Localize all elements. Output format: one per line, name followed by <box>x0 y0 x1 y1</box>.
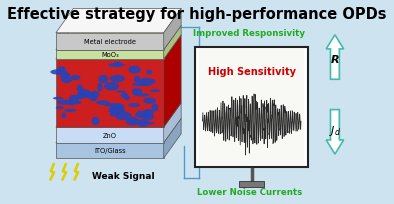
Text: $J_d$: $J_d$ <box>329 123 341 137</box>
Polygon shape <box>164 103 181 143</box>
Ellipse shape <box>116 91 126 93</box>
Ellipse shape <box>57 100 72 105</box>
Ellipse shape <box>71 95 87 98</box>
Ellipse shape <box>81 93 95 99</box>
Ellipse shape <box>110 75 125 83</box>
Ellipse shape <box>128 103 140 108</box>
Text: ZnO: ZnO <box>103 132 117 138</box>
Ellipse shape <box>126 117 140 126</box>
Ellipse shape <box>150 90 161 93</box>
Ellipse shape <box>64 109 77 112</box>
Ellipse shape <box>134 76 140 83</box>
Text: High Sensitivity: High Sensitivity <box>208 67 296 76</box>
Ellipse shape <box>143 98 156 104</box>
Polygon shape <box>56 26 181 51</box>
Ellipse shape <box>142 122 155 125</box>
Ellipse shape <box>96 101 109 105</box>
Ellipse shape <box>143 109 154 116</box>
Ellipse shape <box>76 85 83 93</box>
Ellipse shape <box>104 82 119 91</box>
Ellipse shape <box>61 113 66 119</box>
Ellipse shape <box>90 96 97 102</box>
Ellipse shape <box>151 104 158 112</box>
Polygon shape <box>56 103 181 128</box>
Polygon shape <box>56 119 181 143</box>
Ellipse shape <box>72 101 82 105</box>
Text: Metal electrode: Metal electrode <box>84 39 136 45</box>
Text: Lower Noise Currents: Lower Noise Currents <box>197 187 302 196</box>
Ellipse shape <box>78 90 91 98</box>
Ellipse shape <box>58 67 66 72</box>
Ellipse shape <box>111 104 125 111</box>
Polygon shape <box>56 60 164 128</box>
Ellipse shape <box>139 78 154 87</box>
Polygon shape <box>56 143 164 158</box>
Polygon shape <box>56 51 164 60</box>
Ellipse shape <box>90 91 99 99</box>
Ellipse shape <box>121 93 128 99</box>
Ellipse shape <box>135 111 149 119</box>
Ellipse shape <box>76 94 85 100</box>
Ellipse shape <box>98 75 108 84</box>
Polygon shape <box>56 128 164 143</box>
Text: MoO₃: MoO₃ <box>101 52 119 58</box>
Ellipse shape <box>97 83 102 92</box>
Ellipse shape <box>134 94 150 97</box>
Ellipse shape <box>136 120 141 125</box>
Ellipse shape <box>69 95 79 103</box>
Ellipse shape <box>132 83 147 87</box>
Ellipse shape <box>108 64 125 68</box>
Ellipse shape <box>132 88 142 96</box>
Ellipse shape <box>60 72 70 79</box>
Text: Improved Responsivity: Improved Responsivity <box>193 29 305 38</box>
Polygon shape <box>56 36 181 60</box>
Text: ITO/Glass: ITO/Glass <box>94 148 126 154</box>
Polygon shape <box>56 9 181 34</box>
Ellipse shape <box>91 117 100 125</box>
Ellipse shape <box>50 70 67 75</box>
FancyArrow shape <box>326 110 344 154</box>
FancyArrow shape <box>326 35 344 80</box>
Ellipse shape <box>108 106 125 115</box>
Ellipse shape <box>67 101 76 106</box>
Ellipse shape <box>110 113 115 117</box>
Ellipse shape <box>150 80 156 84</box>
Ellipse shape <box>104 104 118 107</box>
Ellipse shape <box>53 97 63 100</box>
Polygon shape <box>239 182 264 187</box>
Ellipse shape <box>128 66 141 74</box>
Text: Weak Signal: Weak Signal <box>92 172 155 181</box>
Ellipse shape <box>113 62 121 68</box>
Polygon shape <box>164 119 181 158</box>
Polygon shape <box>164 9 181 51</box>
Text: R: R <box>331 55 339 65</box>
Ellipse shape <box>56 107 64 110</box>
Polygon shape <box>56 34 164 51</box>
Polygon shape <box>195 48 308 167</box>
Polygon shape <box>199 50 304 165</box>
Ellipse shape <box>146 70 152 75</box>
Ellipse shape <box>143 113 154 121</box>
Ellipse shape <box>124 96 130 101</box>
Ellipse shape <box>138 120 149 127</box>
Text: Effective strategy for high-performance OPDs: Effective strategy for high-performance … <box>7 7 387 22</box>
Ellipse shape <box>115 112 132 121</box>
Polygon shape <box>164 26 181 60</box>
Polygon shape <box>164 36 181 128</box>
Ellipse shape <box>61 77 72 84</box>
Ellipse shape <box>71 76 80 81</box>
